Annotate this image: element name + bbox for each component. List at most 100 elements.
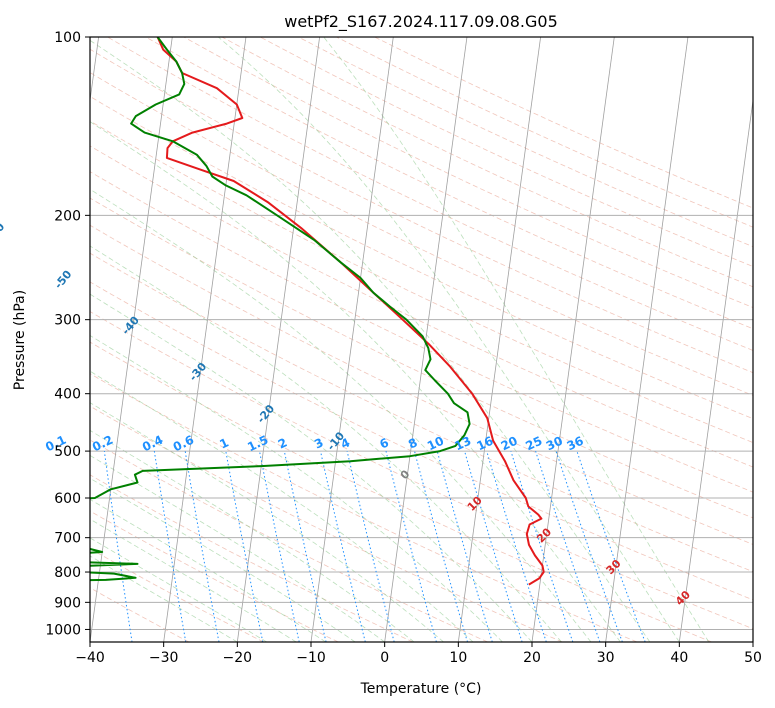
- isotherm-line: [457, 37, 542, 642]
- mixing-ratio-label: 10: [425, 434, 446, 454]
- isotherm-line: [531, 37, 615, 642]
- moist-adiabat-line: [90, 498, 326, 642]
- dry-adiabat-line: [90, 474, 414, 642]
- moist-adiabat-line: [217, 37, 680, 642]
- x-axis: −40 −30 −20 −10 0 10 20 30 40 50: [75, 642, 762, 666]
- x-axis-title: Temperature (°C): [360, 681, 482, 697]
- x-tick-label: 30: [597, 650, 615, 666]
- chart-title: wetPf2_S167.2024.117.09.08.G05: [284, 12, 558, 32]
- dry-adiabat-line: [90, 72, 753, 396]
- isotherm-line: [678, 97, 753, 642]
- adiabat-labels: 0.10.20.40.611.52346810131620253036-100-…: [0, 220, 693, 608]
- dry-adiabat-line: [90, 281, 753, 601]
- dry-adiabat-line: [145, 37, 753, 330]
- dry-adiabat-line: [107, 37, 753, 351]
- mixing-ratio-line: [436, 450, 493, 642]
- mixing-ratio-line: [576, 450, 646, 642]
- mixing-ratio-label: 36: [565, 434, 586, 454]
- mixing-ratio-line: [225, 451, 264, 642]
- mixing-ratio-label: 6: [378, 435, 391, 451]
- moist-adiabat-line: [90, 370, 474, 642]
- isotherm-line: [310, 37, 394, 642]
- dry-adiabat-line: [90, 120, 753, 443]
- mixing-ratio-line: [385, 450, 437, 642]
- moist-adiabat-line: [90, 334, 503, 642]
- moist-adiabat-line: [90, 518, 297, 642]
- plot-area: [90, 37, 753, 642]
- y-axis-title: Pressure (hPa): [12, 290, 28, 390]
- x-tick-label: 10: [449, 650, 467, 666]
- dry-adiabat-line: [336, 37, 753, 228]
- mixing-ratio-line: [510, 450, 574, 642]
- dry-adiabat-label: -20: [255, 402, 278, 426]
- dry-adiabat-label: -60: [0, 220, 8, 244]
- mixing-ratio-label: 30: [544, 434, 565, 454]
- isotherm-line: [236, 37, 321, 642]
- moist-adiabat-line: [90, 39, 651, 642]
- mixing-ratio-line: [184, 451, 220, 642]
- mixing-ratio-line: [464, 450, 523, 642]
- dry-adiabat-label: -30: [187, 360, 210, 384]
- y-tick-label: 100: [54, 30, 81, 46]
- dry-adiabat-label: -40: [119, 314, 142, 338]
- y-tick-label: 400: [54, 387, 81, 403]
- mixing-ratio-line: [320, 450, 366, 642]
- dry-adiabat-line: [298, 37, 753, 248]
- mixing-ratio-label: 13: [452, 434, 473, 454]
- sounding-traces: [90, 37, 545, 586]
- moist-adiabat-line: [90, 245, 562, 642]
- y-tick-label: 800: [54, 565, 81, 581]
- dry-adiabat-line: [90, 341, 712, 642]
- isotherm-line: [605, 37, 689, 642]
- mixing-ratio-line: [346, 450, 395, 642]
- dewpoint-trace: [90, 37, 471, 582]
- x-tick-label: 40: [670, 650, 688, 666]
- y-tick-label: 500: [54, 444, 81, 460]
- y-tick-label: 200: [54, 208, 81, 224]
- dry-adiabat-line: [90, 373, 638, 642]
- moist-adiabat-line: [90, 121, 621, 642]
- mixing-ratio-label: 16: [474, 434, 495, 454]
- dry-adiabat-label: -50: [52, 268, 75, 292]
- mixing-ratio-line: [486, 450, 547, 642]
- mixing-ratio-line: [259, 451, 300, 642]
- moist-adiabat-line: [323, 37, 710, 642]
- isotherm-line: [384, 37, 468, 642]
- moist-adiabat-line: [90, 454, 385, 642]
- x-tick-label: 50: [744, 650, 762, 666]
- mixing-ratio-label: 20: [499, 434, 520, 454]
- moist-adiabat-line: [90, 188, 592, 642]
- moist-adiabat-label: 40: [673, 588, 693, 608]
- mixing-ratio-label: 25: [523, 434, 544, 454]
- mixing-ratio-line: [555, 450, 623, 642]
- dry-adiabat-line: [90, 587, 189, 642]
- temperature-trace: [156, 37, 545, 586]
- moist-adiabat-line: [90, 293, 533, 642]
- moist-adiabat-line: [90, 555, 238, 642]
- y-axis: 100 200 300 400 500 600 700 800 900 1000: [45, 30, 90, 638]
- mixing-ratio-label: 1: [217, 435, 230, 451]
- mixing-ratio-line: [103, 451, 133, 642]
- dry-adiabat-line: [90, 311, 753, 630]
- mixing-ratio-line: [414, 450, 468, 642]
- y-tick-label: 700: [54, 531, 81, 547]
- dry-adiabat-line: [90, 145, 753, 468]
- x-tick-label: −20: [223, 650, 253, 666]
- dry-adiabat-line: [183, 37, 753, 308]
- dry-adiabat-line: [90, 48, 753, 374]
- isotherm-line: [90, 37, 100, 104]
- y-tick-label: 1000: [45, 622, 81, 638]
- dry-adiabat-line: [90, 95, 753, 420]
- dry-adiabat-line: [90, 171, 753, 493]
- dry-adiabat-line: [90, 252, 753, 573]
- x-tick-label: −30: [149, 650, 179, 666]
- dry-adiabat-line: [90, 405, 563, 642]
- dry-adiabat-line: [374, 37, 753, 209]
- dry-adiabat-line: [90, 439, 488, 642]
- mixing-ratio-line: [283, 450, 327, 642]
- plot-frame: [89, 36, 754, 643]
- mixing-ratio-line: [535, 450, 601, 642]
- moist-adiabat-line: [90, 477, 356, 642]
- isotherm-line: [163, 37, 247, 642]
